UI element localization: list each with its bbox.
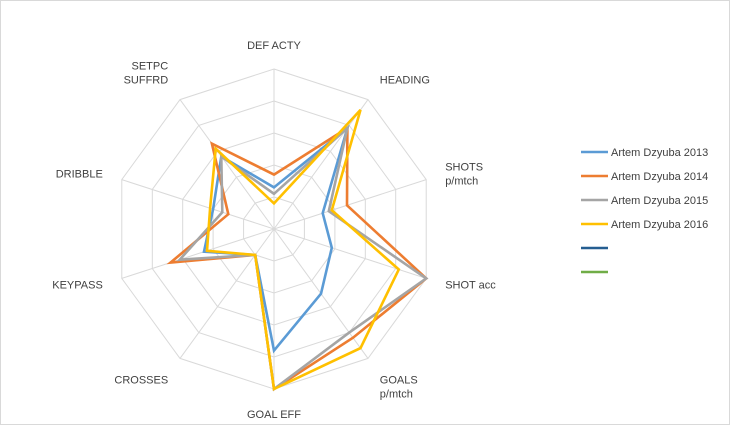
radar-series (166, 109, 429, 392)
series-line-3 (205, 109, 401, 391)
axis-label: DEF ACTY (247, 40, 301, 52)
axis-label: SHOTS p/mtch (445, 161, 483, 187)
axis-label: GOAL EFF (247, 409, 301, 421)
legend-label: Artem Dzyuba 2016 (611, 219, 708, 231)
axis-label: GOALS p/mtch (380, 375, 418, 401)
axis-label: HEADING (380, 74, 430, 86)
axis-label: KEYPASS (52, 280, 103, 292)
axis-spoke (273, 179, 427, 230)
axis-spoke (179, 228, 275, 359)
legend-label: Artem Dzyuba 2014 (611, 171, 708, 183)
axis-spoke (179, 99, 275, 230)
axis-spoke (121, 228, 275, 279)
axis-label: DRIBBLE (56, 168, 103, 180)
axis-spoke (273, 228, 427, 279)
axis-label: SHOT acc (445, 280, 496, 292)
axis-label: CROSSES (114, 375, 168, 387)
axis-spoke (121, 179, 275, 230)
axis-spoke (273, 99, 369, 230)
legend-label: Artem Dzyuba 2015 (611, 195, 708, 207)
axis-labels: DEF ACTY HEADING SHOTS p/mtch SHOT acc GOALS p… (52, 40, 496, 421)
series-line-0 (202, 124, 350, 354)
legend-label: Artem Dzyuba 2013 (611, 147, 708, 159)
legend: Artem Dzyuba 2013 Artem Dzyuba 2014 Artem … (581, 147, 708, 274)
axis-label: SETPC SUFFRD (124, 60, 169, 86)
